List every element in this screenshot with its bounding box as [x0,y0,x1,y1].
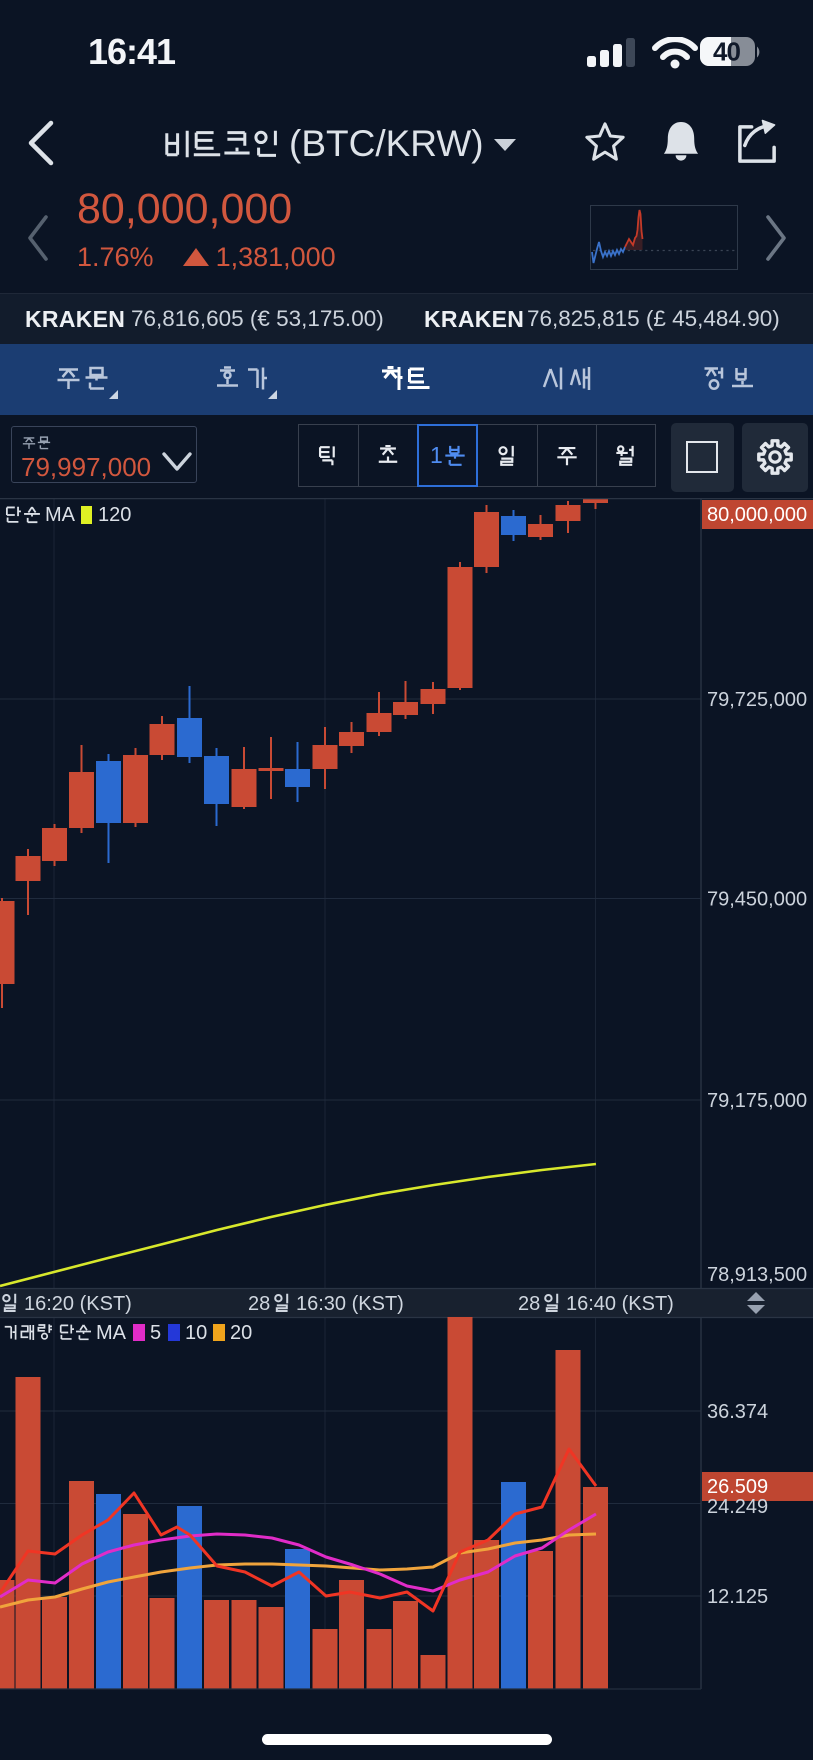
svg-text:28: 28 [248,1293,270,1315]
svg-text:24.249: 24.249 [707,1496,768,1518]
svg-text:40: 40 [713,37,740,67]
svg-text:16:40 (KST): 16:40 (KST) [566,1293,674,1315]
svg-text:MA: MA [96,1322,127,1344]
svg-text:20: 20 [230,1322,252,1344]
svg-text:36.374: 36.374 [707,1401,768,1423]
svg-text:16:30 (KST): 16:30 (KST) [296,1293,404,1315]
svg-text:78,913,500: 78,913,500 [707,1264,807,1286]
svg-text:28: 28 [518,1293,540,1315]
svg-text:5: 5 [150,1322,161,1344]
svg-text:79,175,000: 79,175,000 [707,1090,807,1112]
svg-text:79,450,000: 79,450,000 [707,889,807,911]
svg-text:80,000,000: 80,000,000 [707,504,807,526]
svg-text:MA: MA [45,504,76,526]
svg-text:79,725,000: 79,725,000 [707,689,807,711]
svg-text:10: 10 [185,1322,207,1344]
svg-text:16:20 (KST): 16:20 (KST) [24,1293,132,1315]
svg-text:120: 120 [98,504,131,526]
svg-text:12.125: 12.125 [707,1586,768,1608]
svg-text:26.509: 26.509 [707,1476,768,1498]
